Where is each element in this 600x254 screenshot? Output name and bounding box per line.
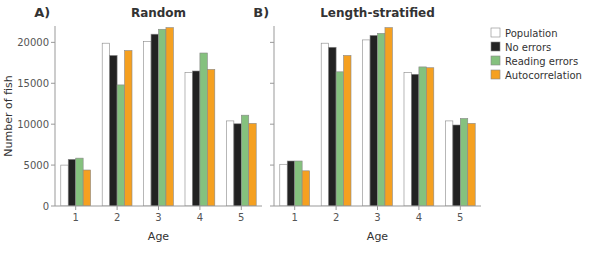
bar [302,171,309,206]
bar [445,121,452,206]
title: Random [131,6,186,20]
bar [426,68,433,206]
x-tick [418,206,419,210]
legend-swatch [491,28,500,37]
bar [151,34,158,206]
bar [370,35,377,206]
bar [185,73,192,206]
x-tick-label: 1 [292,212,298,223]
y-tick [270,83,274,84]
bar [241,115,248,206]
y-tick-label: 5000 [24,160,49,171]
x-tick [336,206,337,210]
bar [102,43,109,206]
legend-swatch [491,70,500,79]
legend-swatch [491,56,500,65]
x-tick-label: 2 [114,212,120,223]
bar [76,158,83,206]
x-tick-label: 2 [333,212,339,223]
bar [321,43,328,206]
bar [249,123,256,206]
y-tick [51,206,55,207]
legend-swatch [491,42,500,51]
bar [419,67,426,206]
y-tick-label: 20000 [17,37,49,48]
bar [453,125,460,206]
panel-label: B) [253,5,269,20]
x-tick [117,206,118,210]
bar [117,85,124,206]
y-tick [270,206,274,207]
panel-label: A) [34,5,50,20]
bar [280,164,287,206]
x-tick-label: 4 [197,212,203,223]
x-tick-label: 3 [155,212,161,223]
bar [68,159,75,206]
y-tick [51,165,55,166]
bar [166,28,173,206]
y-tick [270,42,274,43]
bar [61,165,68,206]
bar [110,55,117,206]
bar [460,118,467,206]
y-tick-label: 0 [43,201,49,212]
chart-root: 0 5000 10000 15000 20000 1 2 3 4 5 Random A) Age Numb… [0,0,600,254]
bar [385,28,392,206]
bar [226,121,233,206]
y-axis-label: Number of fish [2,75,15,156]
x-tick [377,206,378,210]
x-tick [241,206,242,210]
bar [144,42,151,206]
y-axis-line [274,26,275,206]
bar [404,73,411,206]
y-tick-label: 15000 [17,78,49,89]
bars [280,28,475,206]
bar [336,72,343,206]
legend-label: Population [505,28,558,39]
y-axis-line [55,26,56,206]
bar [287,161,294,206]
panel: 1 2 3 4 5 Length-stratified B) Age Population No … [253,5,582,243]
bar [468,123,475,206]
x-axis-label: Age [367,230,389,243]
x-tick-label: 5 [238,212,244,223]
bar [159,29,166,206]
bar [378,33,385,206]
legend-label: Autocorrelation [505,70,582,81]
bar [344,55,351,206]
y-tick [51,124,55,125]
y-tick [51,83,55,84]
y-tick-label: 10000 [17,119,49,130]
y-tick [51,42,55,43]
legend-label: Reading errors [505,56,578,67]
x-axis-label: Age [148,230,170,243]
bars [61,28,256,206]
x-tick-label: 3 [374,212,380,223]
bar [329,47,336,206]
x-tick [158,206,159,210]
y-tick [270,165,274,166]
x-tick-label: 4 [416,212,422,223]
bar [200,53,207,206]
x-tick-label: 5 [457,212,463,223]
bar [411,74,418,206]
x-tick [460,206,461,210]
panel: 0 5000 10000 15000 20000 1 2 3 4 5 Random A) Age Numb… [2,5,262,243]
bar [125,51,132,206]
legend: Population No errors Reading errors Autocor… [491,28,582,81]
legend-label: No errors [505,42,551,53]
x-tick-label: 1 [73,212,79,223]
bar [363,40,370,206]
bar [295,161,302,206]
title: Length-stratified [320,6,435,20]
bar [207,69,214,206]
y-tick [270,124,274,125]
bar [234,124,241,206]
bar [192,71,199,206]
x-tick [294,206,295,210]
x-tick [75,206,76,210]
x-tick [199,206,200,210]
bar [83,170,90,206]
